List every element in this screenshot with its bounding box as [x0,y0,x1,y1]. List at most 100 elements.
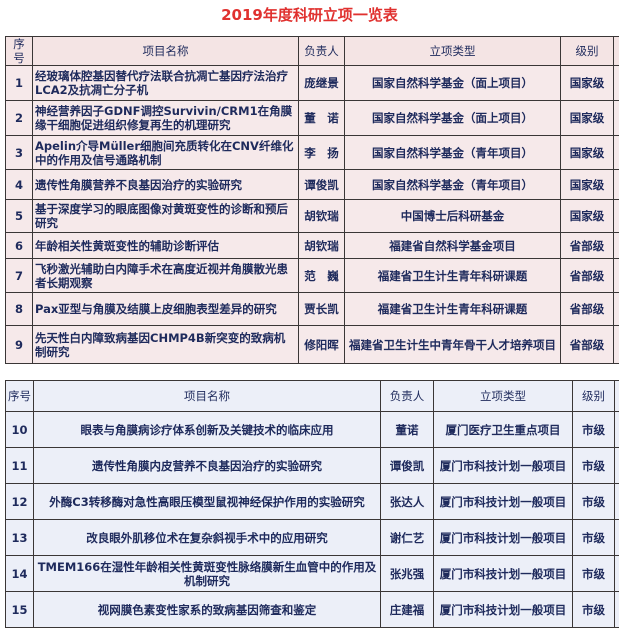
project-name: Pax亚型与角膜及结膜上皮细胞表型差异的研究 [32,292,299,326]
header-level: 级别 [560,36,614,66]
project-level: 国家级 [560,199,614,233]
project-level: 省部级 [560,325,614,364]
principal-investigator: 贾长凯 [298,292,345,326]
header-type: 立项类型 [433,380,573,412]
cutoff-cell [614,483,619,520]
project-level: 省部级 [560,232,614,259]
principal-investigator: 胡钦瑞 [298,232,345,259]
table-row: 14 TMEM166在湿性年龄相关性黄斑变性脉络膜新生血管中的作用及机制研究 张兆强… [5,555,619,592]
principal-investigator: 谢仁艺 [380,519,434,556]
project-type: 国家自然科学基金（青年项目） [344,169,561,200]
project-level: 市级 [572,411,615,448]
row-number: 5 [5,199,33,233]
project-type: 国家自然科学基金（面上项目） [344,65,561,101]
principal-investigator: 张兆强 [380,555,434,592]
cutoff-cell [613,232,619,259]
table-row: 8 Pax亚型与角膜及结膜上皮细胞表型差异的研究 贾长凯 福建省卫生计生青年科研课题省… [5,292,619,326]
project-name: 外酶C3转移酶对急性高眼压模型鼠视神经保护作用的实验研究 [33,483,381,520]
table-row: 6 年龄相关性黄斑变性的辅助诊断评估 胡钦瑞 福建省自然科学基金项目 省部级 [5,232,619,259]
cutoff-cell [614,411,619,448]
project-level: 国家级 [560,65,614,101]
table-row: 1 经玻璃体腔基因替代疗法联合抗凋亡基因疗法治疗LCA2及抗凋亡分子机 庞继景 国家自… [5,65,619,101]
principal-investigator: 谭俊凯 [380,447,434,484]
project-name: 眼表与角膜病诊疗体系创新及关键技术的临床应用 [33,411,381,448]
page-title: 2019年度科研立项一览表 [221,6,398,24]
row-number: 3 [5,135,33,170]
project-type: 厦门市科技计划一般项目 [433,555,573,592]
project-type: 国家自然科学基金（青年项目） [344,135,561,170]
project-level: 国家级 [560,100,614,136]
project-name: 改良眼外肌移位术在复杂斜视手术中的应用研究 [33,519,381,556]
table-row: 4 遗传性角膜营养不良基因治疗的实验研究 谭俊凯 国家自然科学基金（青年项目） 国家级 [5,169,619,200]
header-person: 负责人 [380,380,434,412]
table-row: 7 飞秒激光辅助白内障手术在高度近视并角膜散光患者长期观察范 巍福建省卫生计生青年… [5,258,619,293]
project-name: 经玻璃体腔基因替代疗法联合抗凋亡基因疗法治疗LCA2及抗凋亡分子机 [32,65,299,101]
project-type: 福建省卫生计生中青年骨干人才培养项目 [344,325,561,364]
principal-investigator: 修阳晖 [298,325,345,364]
project-level: 市级 [572,591,615,628]
project-name: 神经营养因子GDNF调控Survivin/CRM1在角膜缘干细胞促进组织修复再生… [32,100,299,136]
project-type: 福建省自然科学基金项目 [344,232,561,259]
table-header: 序号 项目名称 负责人 立项类型 级别 [5,380,619,412]
header-cutoff [613,36,619,66]
cutoff-cell [614,555,619,592]
project-type: 福建省卫生计生青年科研课题 [344,258,561,293]
table-row: 9 先天性白内障致病基因CHMP4B新突变的致病机制研究 修阳晖 福建省卫生计生中青年… [5,325,619,364]
cutoff-cell [613,258,619,293]
principal-investigator: 庄建福 [380,591,434,628]
row-number: 1 [5,65,33,101]
project-name: 视网膜色素变性家系的致病基因筛查和鉴定 [33,591,381,628]
project-name: Apelin介导Müller细胞间充质转化在CNV纤维化中的作用及信号通路机制 [32,135,299,170]
principal-investigator: 董 诺 [298,100,345,136]
project-name: 基于深度学习的眼底图像对黄斑变性的诊断和预后研究 [32,199,299,233]
cutoff-cell [613,169,619,200]
principal-investigator: 庞继景 [298,65,345,101]
header-name: 项目名称 [32,36,299,66]
project-name: 飞秒激光辅助白内障手术在高度近视并角膜散光患者长期观察 [32,258,299,293]
project-type: 厦门市科技计划一般项目 [433,483,573,520]
row-number: 14 [5,555,34,592]
row-number: 4 [5,169,33,200]
table-row: 10 眼表与角膜病诊疗体系创新及关键技术的临床应用 董诺 厦门医疗卫生重点项目 市级 [5,411,619,448]
cutoff-cell [614,519,619,556]
header-cutoff [614,380,619,412]
project-type: 厦门市科技计划一般项目 [433,591,573,628]
project-name: 年龄相关性黄斑变性的辅助诊断评估 [32,232,299,259]
project-type: 厦门医疗卫生重点项目 [433,411,573,448]
header-type: 立项类型 [344,36,561,66]
project-type: 厦门市科技计划一般项目 [433,447,573,484]
cutoff-cell [613,292,619,326]
project-level: 国家级 [560,135,614,170]
table-row: 5 基于深度学习的眼底图像对黄斑变性的诊断和预后研究 胡钦瑞 中国博士后科研基金 国家级 [5,199,619,233]
principal-investigator: 李 扬 [298,135,345,170]
table-row: 3 Apelin介导Müller细胞间充质转化在CNV纤维化中的作用及信号通路机制… [5,135,619,170]
project-name: 遗传性角膜营养不良基因治疗的实验研究 [32,169,299,200]
project-type: 厦门市科技计划一般项目 [433,519,573,556]
project-level: 省部级 [560,292,614,326]
project-level: 国家级 [560,169,614,200]
project-level: 省部级 [560,258,614,293]
table-row: 2 神经营养因子GDNF调控Survivin/CRM1在角膜缘干细胞促进组织修复再… [5,100,619,136]
cutoff-cell [613,65,619,101]
row-number: 15 [5,591,34,628]
header-no: 序号 [5,380,34,412]
header-person: 负责人 [298,36,345,66]
project-type: 国家自然科学基金（面上项目） [344,100,561,136]
header-level: 级别 [572,380,615,412]
cutoff-cell [613,325,619,364]
row-number: 7 [5,258,33,293]
principal-investigator: 张达人 [380,483,434,520]
project-name: 先天性白内障致病基因CHMP4B新突变的致病机制研究 [32,325,299,364]
principal-investigator: 董诺 [380,411,434,448]
project-type: 中国博士后科研基金 [344,199,561,233]
project-level: 市级 [572,555,615,592]
cutoff-cell [614,447,619,484]
table-row: 15 视网膜色素变性家系的致病基因筛查和鉴定 庄建福 厦门市科技计划一般项目 市级 [5,591,619,628]
row-number: 6 [5,232,33,259]
cutoff-cell [613,199,619,233]
table-row: 13 改良眼外肌移位术在复杂斜视手术中的应用研究 谢仁艺 厦门市科技计划一般项目 市级 [5,519,619,556]
cutoff-cell [614,591,619,628]
project-level: 市级 [572,483,615,520]
cutoff-cell [613,135,619,170]
row-number: 9 [5,325,33,364]
